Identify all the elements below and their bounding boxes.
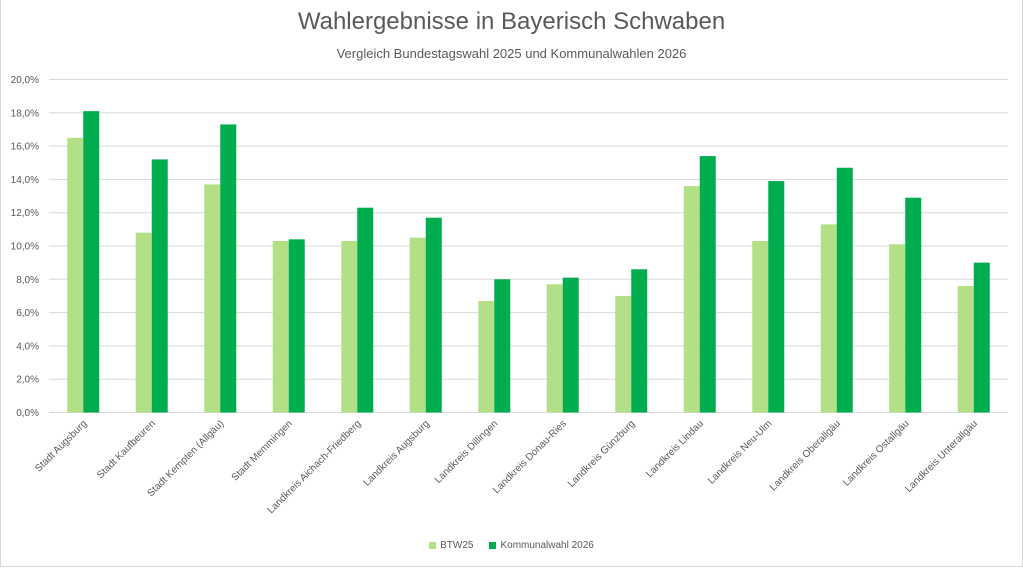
bar-kommunalwahl-2026 [357, 207, 374, 413]
bar-chart: 0,0% 2,0% 4,0% 6,0% 8,0% 10,0% 12,0% 14,0% 16,0%… [11, 75, 1008, 516]
bar-kommunalwahl-2026 [425, 217, 442, 413]
chart-subtitle: Vergleich Bundestagswahl 2025 und Kommun… [336, 46, 687, 61]
chart-title: Wahlergebnisse in Bayerisch Schwaben [297, 8, 726, 35]
y-tick-label: 8,0% [16, 275, 39, 286]
bar-kommunalwahl-2026 [494, 279, 511, 413]
x-tick-label: Landkreis Augsburg [362, 418, 432, 488]
y-tick-label: 14,0% [11, 175, 39, 186]
bar-kommunalwahl-2026 [220, 124, 237, 413]
x-tick-label: Landkreis Ostallgäu [841, 418, 911, 488]
bars [67, 111, 990, 413]
x-tick-label: Landkreis Oberallgäu [768, 418, 843, 493]
bar-kommunalwahl-2026 [905, 197, 922, 413]
bar-kommunalwahl-2026 [836, 167, 853, 413]
x-tick-label: Landkreis Neu-Ulm [706, 418, 774, 486]
bar-btw25 [683, 186, 700, 413]
x-tick-label: Landkreis Günzburg [566, 418, 637, 489]
bar-btw25 [272, 241, 289, 413]
x-tick-label: Stadt Kaufbeuren [95, 418, 158, 481]
y-tick-label: 0,0% [16, 408, 39, 419]
y-tick-label: 2,0% [16, 375, 39, 386]
y-tick-label: 12,0% [11, 208, 39, 219]
bar-kommunalwahl-2026 [562, 277, 579, 413]
legend: BTW25 Kommunalwahl 2026 [0, 540, 1023, 551]
y-tick-label: 6,0% [16, 308, 39, 319]
bar-btw25 [615, 295, 632, 413]
legend-label-kommunalwahl: Kommunalwahl 2026 [500, 540, 594, 551]
x-tick-label: Landkreis Lindau [644, 418, 706, 480]
y-tick-label: 4,0% [16, 341, 39, 352]
bar-btw25 [752, 241, 769, 413]
bar-btw25 [204, 184, 221, 413]
y-tick-label: 16,0% [11, 142, 39, 153]
bar-kommunalwahl-2026 [631, 269, 648, 413]
bar-btw25 [409, 237, 426, 413]
bar-btw25 [341, 241, 358, 413]
bar-kommunalwahl-2026 [151, 159, 168, 413]
gridlines [49, 79, 1008, 413]
bar-kommunalwahl-2026 [768, 181, 785, 413]
x-tick-label: Landkreis Donau-Ries [491, 418, 569, 496]
bar-kommunalwahl-2026 [83, 111, 100, 413]
bar-btw25 [889, 244, 906, 413]
legend-item-btw25: BTW25 [429, 540, 473, 551]
bar-kommunalwahl-2026 [973, 262, 990, 413]
y-tick-label: 20,0% [11, 75, 39, 86]
y-tick-label: 10,0% [11, 242, 39, 253]
bar-kommunalwahl-2026 [699, 156, 716, 413]
bar-btw25 [546, 284, 563, 413]
y-tick-label: 18,0% [11, 108, 39, 119]
legend-swatch-kommunalwahl [489, 542, 497, 549]
legend-label-btw25: BTW25 [440, 540, 474, 551]
x-tick-label: Landkreis Unterallgäu [903, 418, 980, 495]
x-tick-label: Stadt Kempten (Allgäu) [145, 418, 226, 499]
bar-btw25 [478, 300, 495, 413]
bar-btw25 [135, 232, 152, 413]
x-tick-label: Stadt Augsburg [33, 418, 89, 474]
bar-btw25 [67, 137, 84, 413]
bar-btw25 [820, 224, 837, 413]
legend-item-kommunalwahl: Kommunalwahl 2026 [489, 540, 594, 551]
legend-swatch-btw25 [429, 542, 437, 549]
bar-btw25 [957, 285, 974, 413]
bar-kommunalwahl-2026 [288, 239, 305, 413]
y-axis-ticks: 0,0% 2,0% 4,0% 6,0% 8,0% 10,0% 12,0% 14,0% 16,0%… [11, 75, 39, 419]
x-tick-label: Stadt Memmingen [230, 418, 295, 483]
x-tick-label: Landkreis Dillingen [433, 418, 501, 486]
